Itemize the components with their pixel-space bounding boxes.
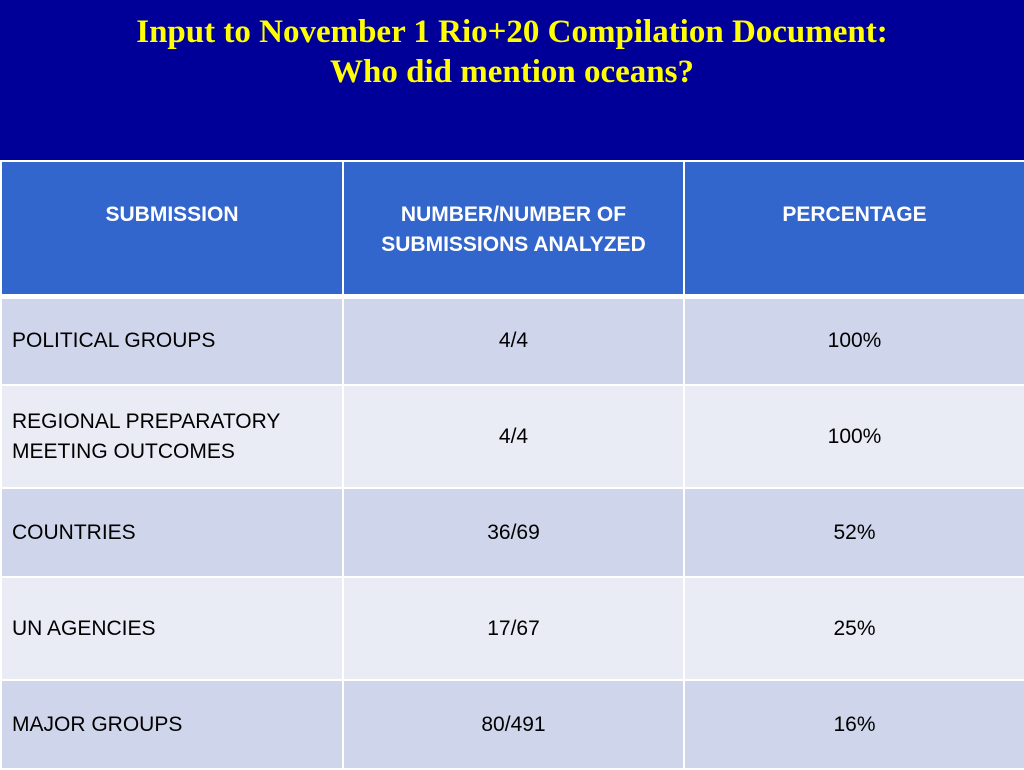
cell-percentage: 100% [683,384,1024,489]
table-row: POLITICAL GROUPS 4/4 100% [0,295,1024,386]
cell-percentage: 16% [683,679,1024,770]
cell-submission: UN AGENCIES [0,576,344,681]
cell-submission: POLITICAL GROUPS [0,295,344,386]
cell-submission: COUNTRIES [0,487,344,578]
cell-number: 4/4 [342,295,685,386]
submissions-table: SUBMISSION NUMBER/NUMBER OF SUBMISSIONS … [0,160,1024,770]
slide-title: Input to November 1 Rio+20 Compilation D… [0,0,1024,160]
table-header-row: SUBMISSION NUMBER/NUMBER OF SUBMISSIONS … [0,160,1024,299]
table-row: UN AGENCIES 17/67 25% [0,576,1024,681]
slide-title-line-1: Input to November 1 Rio+20 Compilation D… [136,14,888,50]
cell-number: 36/69 [342,487,685,578]
table-row: COUNTRIES 36/69 52% [0,487,1024,578]
cell-percentage: 25% [683,576,1024,681]
table-row: REGIONAL PREPARATORY MEETING OUTCOMES 4/… [0,384,1024,489]
header-submission: SUBMISSION [0,160,344,299]
header-number: NUMBER/NUMBER OF SUBMISSIONS ANALYZED [342,160,685,299]
cell-number: 17/67 [342,576,685,681]
cell-number: 4/4 [342,384,685,489]
cell-percentage: 52% [683,487,1024,578]
cell-submission: REGIONAL PREPARATORY MEETING OUTCOMES [0,384,344,489]
header-percentage: PERCENTAGE [683,160,1024,299]
cell-submission: MAJOR GROUPS [0,679,344,770]
cell-number: 80/491 [342,679,685,770]
slide-title-line-2: Who did mention oceans? [330,54,694,90]
cell-percentage: 100% [683,295,1024,386]
table-row: MAJOR GROUPS 80/491 16% [0,679,1024,770]
